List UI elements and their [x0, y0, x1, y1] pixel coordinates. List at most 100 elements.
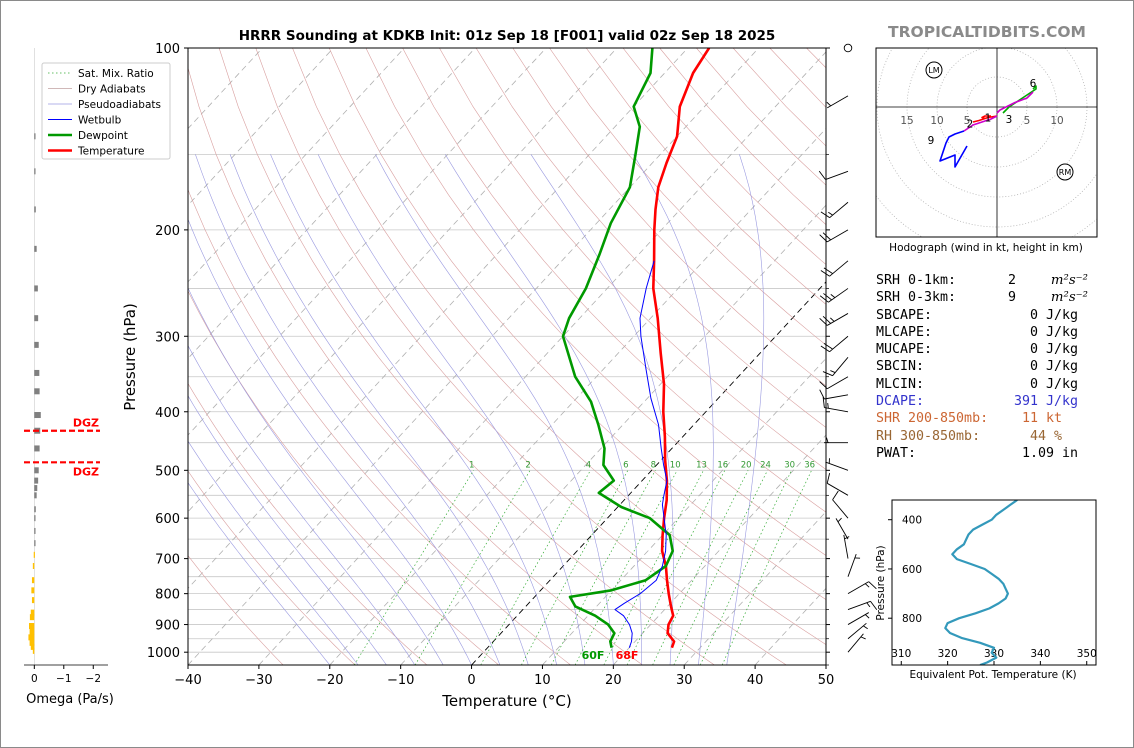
hodograph-height-label: 3 — [1006, 114, 1013, 126]
isotherm — [188, 48, 334, 206]
skewt-background-lines — [188, 48, 826, 665]
skewt-traces — [561, 48, 711, 649]
parameter-value: 1.09 in — [1021, 445, 1078, 461]
hodograph-range-label: 15 — [900, 115, 913, 127]
mixing-ratio-label: 6 — [623, 460, 628, 470]
wind-barb — [818, 170, 849, 180]
dry-adiabat — [365, 48, 826, 556]
parameter-label: SRH 0-3km: — [876, 290, 957, 306]
parameter-value: 11 kt — [1021, 411, 1062, 427]
parameter-value: 391 J/kg — [1013, 394, 1078, 410]
omega-bar — [34, 540, 36, 547]
wind-barb — [843, 534, 850, 559]
wind-barb — [819, 313, 849, 326]
legend-label: Sat. Mix. Ratio — [78, 68, 154, 80]
x-tick-label: 20 — [605, 673, 622, 688]
wind-barb — [847, 600, 878, 610]
wind-barb — [825, 458, 849, 471]
omega-bar — [34, 245, 37, 252]
parameter-value: 0 J/kg — [1029, 342, 1078, 358]
isotherm — [329, 127, 826, 665]
y-tick-label: 900 — [155, 619, 180, 634]
temperature-trace — [651, 48, 711, 649]
skewt-legend: Sat. Mix. Ratio Dry Adiabats Pseudoadiabat… — [41, 62, 171, 160]
isotherm — [188, 48, 618, 513]
parameter-label: MUCAPE: — [876, 342, 933, 358]
omega-bar — [34, 477, 39, 484]
mixing-ratio-line — [626, 470, 726, 665]
mixing-ratio-line — [699, 470, 792, 665]
legend-label: Wetbulb — [78, 115, 122, 127]
omega-bar — [31, 577, 35, 584]
mixing-ratio-label: 24 — [760, 460, 771, 470]
omega-bar — [31, 597, 35, 604]
wind-barb — [847, 633, 866, 653]
omega-bar — [29, 623, 35, 630]
legend-label: Pseudoadiabats — [78, 99, 161, 111]
wind-barb — [819, 376, 849, 390]
omega-bar — [34, 388, 40, 395]
site-branding: TROPICALTIDBITS.COM — [888, 23, 1086, 41]
pseudoadiabat — [188, 482, 331, 665]
pseudoadiabat — [195, 154, 501, 665]
y-tick-label: 600 — [155, 512, 180, 527]
theta-e-y-tick-label: 800 — [902, 613, 922, 625]
dry-adiabat — [188, 555, 284, 665]
pseudoadiabat — [270, 154, 557, 665]
parameter-label: MLCIN: — [876, 376, 925, 392]
omega-bar — [29, 614, 35, 621]
omega-bar — [29, 628, 35, 635]
x-tick-label: −10 — [387, 673, 414, 688]
mixing-ratio-line — [721, 470, 812, 665]
wind-barb — [820, 260, 849, 277]
parameter-label: RH 300-850mb: — [876, 428, 981, 444]
hodograph-segment — [963, 115, 998, 132]
dry-adiabat — [475, 48, 826, 428]
pseudoadiabat — [188, 440, 359, 665]
legend-label: Dry Adiabats — [78, 84, 146, 96]
parameter-label: MLCAPE: — [876, 324, 933, 340]
legend-label: Dewpoint — [78, 130, 128, 142]
x-tick-label: −20 — [316, 673, 343, 688]
parameter-value: 9 — [1007, 290, 1016, 306]
parameter-value: 0 J/kg — [1029, 376, 1078, 392]
omega-x-tick-label: 0 — [31, 673, 38, 685]
wind-barb — [847, 581, 877, 595]
wind-barb — [826, 95, 849, 109]
dewpoint-trace — [561, 48, 675, 648]
omega-bar — [33, 551, 35, 558]
x-tick-label: 0 — [467, 673, 475, 688]
theta-e-x-axis-label: Equivalent Pot. Temperature (K) — [909, 669, 1076, 681]
parameter-row: MLCIN: 0 J/kg — [876, 376, 1106, 393]
parameter-row: m²s⁻² SRH 0-1km: 2 — [876, 272, 1106, 289]
right-mover-label: RM — [1059, 168, 1072, 177]
x-tick-label: 40 — [747, 673, 764, 688]
omega-panel: DGZ DGZ 0 −1 −2 — [24, 48, 108, 685]
parameter-row: SHR 200-850mb: 11 kt — [876, 410, 1106, 427]
wind-barb — [822, 356, 849, 377]
parameter-value: 0 J/kg — [1029, 359, 1078, 375]
omega-bar — [28, 634, 35, 641]
mixing-ratio-label: 20 — [741, 460, 752, 470]
wind-barb — [819, 288, 849, 303]
mixing-ratio-line — [414, 470, 531, 665]
mixing-ratio-line — [480, 470, 591, 665]
y-tick-label: 200 — [155, 224, 180, 239]
parameter-row: m²s⁻² SRH 0-3km: 9 — [876, 289, 1106, 306]
hodograph-rings — [876, 48, 1097, 237]
wind-barb — [819, 229, 849, 243]
dry-adiabat — [218, 48, 715, 665]
y-tick-label: 400 — [155, 406, 180, 421]
wind-barb — [819, 389, 849, 400]
omega-bar — [34, 506, 36, 513]
mixing-ratio-line — [652, 470, 749, 665]
parameter-label: SHR 200-850mb: — [876, 411, 989, 427]
skewt-x-axis-label: Temperature (°C) — [441, 692, 571, 710]
zero-isotherm — [471, 281, 826, 665]
mixing-ratio-line — [603, 470, 704, 665]
parameter-label: SRH 0-1km: — [876, 273, 957, 288]
parameter-value: 2 — [1007, 273, 1016, 288]
omega-bar — [34, 206, 36, 213]
pseudoadiabat — [633, 154, 714, 665]
